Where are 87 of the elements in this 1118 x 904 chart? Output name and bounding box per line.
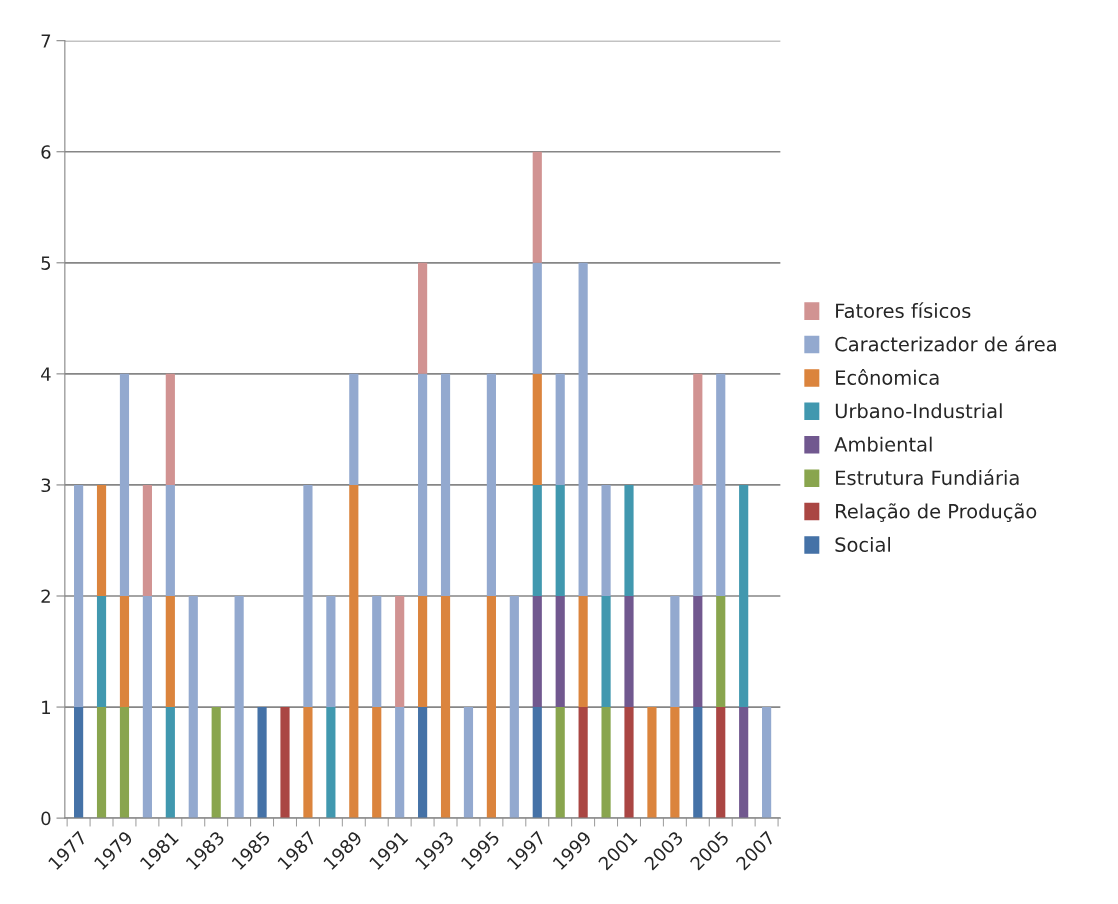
- bar: [555, 373, 565, 485]
- bar: [532, 484, 542, 596]
- bar: [486, 373, 496, 596]
- bar: [165, 373, 175, 485]
- bar: [555, 707, 565, 819]
- bar: [693, 707, 703, 819]
- y-tick-label: 1: [42, 700, 50, 714]
- bar: [96, 484, 107, 596]
- legend-label: Urbano-Industrial: [835, 403, 1002, 419]
- bar: [601, 595, 611, 708]
- bar: [303, 707, 313, 819]
- bar: [372, 707, 382, 819]
- bar: [96, 595, 107, 708]
- bar: [601, 707, 611, 819]
- bar: [532, 262, 542, 374]
- bar: [119, 707, 130, 819]
- bar: [716, 707, 726, 819]
- bar: [532, 707, 542, 819]
- bar: [74, 484, 84, 708]
- bar: [165, 707, 175, 819]
- bar: [532, 373, 542, 485]
- bar: [418, 595, 428, 708]
- bar: [326, 707, 336, 819]
- bar: [693, 484, 703, 596]
- bar: [188, 595, 198, 819]
- legend-label: Caracterizador de área: [835, 335, 1056, 352]
- y-tick-label: 6: [41, 145, 51, 159]
- bar: [647, 707, 657, 819]
- bar: [624, 707, 634, 819]
- bar: [165, 595, 175, 708]
- y-tick-label: 2: [41, 589, 50, 603]
- bar: [96, 707, 107, 819]
- bar: [762, 707, 772, 819]
- bar: [280, 707, 290, 819]
- bar: [693, 373, 703, 485]
- bar: [349, 484, 359, 819]
- bar: [601, 484, 611, 596]
- bar: [165, 484, 175, 596]
- bar: [716, 373, 726, 596]
- bar: [693, 595, 703, 708]
- bar: [670, 595, 680, 708]
- bar: [509, 595, 519, 819]
- bar: [578, 707, 588, 819]
- y-tick-label: 7: [41, 34, 51, 48]
- bar: [142, 484, 152, 596]
- legend-label: Ambiental: [834, 436, 932, 452]
- bar: [395, 595, 405, 708]
- y-tick-label: 0: [41, 811, 51, 826]
- bar: [142, 595, 152, 819]
- bar: [739, 484, 749, 708]
- bar: [395, 707, 405, 819]
- bar: [372, 595, 382, 708]
- bar: [578, 595, 588, 708]
- legend-label: Relação de Produção: [836, 503, 1037, 523]
- bar: [624, 484, 634, 596]
- bar: [532, 151, 542, 263]
- bar: [739, 707, 749, 819]
- bar: [211, 707, 221, 819]
- bar: [670, 707, 680, 819]
- bar: [119, 595, 130, 708]
- bar: [716, 595, 726, 708]
- bar: [234, 595, 244, 819]
- y-tick-label: 4: [41, 367, 51, 381]
- bar: [555, 484, 565, 596]
- bar: [418, 707, 428, 819]
- legend-label: Estrutura Fundiária: [836, 469, 1019, 486]
- bar: [578, 262, 588, 596]
- bar: [349, 373, 359, 485]
- bar: [74, 707, 84, 819]
- bar: [440, 595, 451, 819]
- bar: [463, 707, 474, 819]
- bar: [303, 484, 313, 708]
- bar: [418, 262, 428, 374]
- bar: [440, 373, 451, 596]
- bar: [555, 595, 565, 708]
- legend-label: Ecônomica: [836, 369, 939, 385]
- bar: [326, 595, 336, 708]
- bar: [418, 373, 428, 596]
- bar: [624, 595, 634, 708]
- bar: [119, 373, 130, 596]
- y-tick-label: 3: [41, 478, 51, 493]
- y-tick-label: 5: [41, 256, 51, 270]
- legend-label: Social: [835, 536, 891, 552]
- bar: [532, 595, 542, 708]
- legend-label: Fatores físicos: [836, 302, 971, 319]
- bar: [257, 707, 267, 819]
- bar: [486, 595, 496, 819]
